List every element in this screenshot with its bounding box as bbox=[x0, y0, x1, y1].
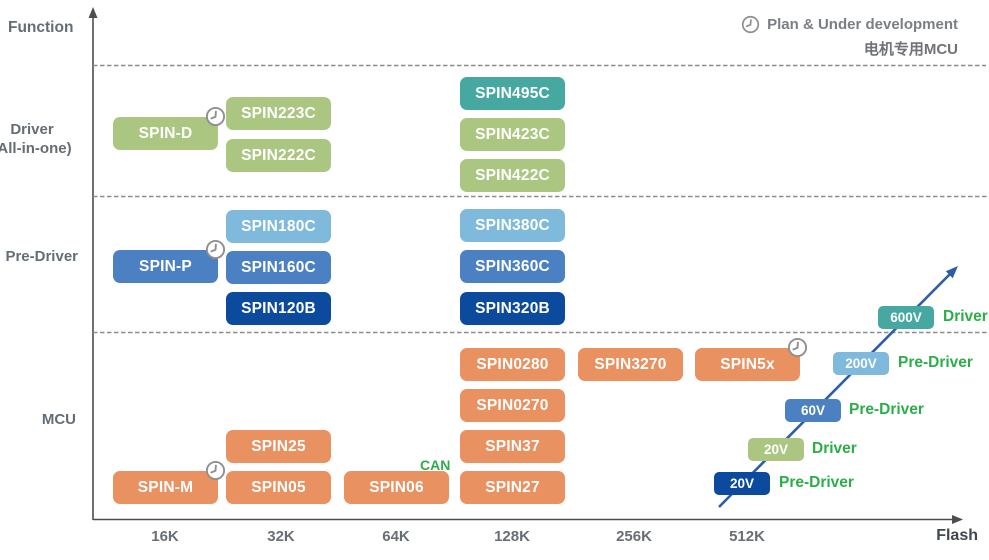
voltage-label: 20V bbox=[763, 442, 789, 457]
y-axis-title: Function bbox=[8, 19, 74, 36]
chip-label: SPIN360C bbox=[475, 257, 550, 275]
chip-spin360c: SPIN360C bbox=[460, 250, 565, 283]
legend: Plan & Under development bbox=[741, 15, 958, 34]
chip-label: SPIN05 bbox=[251, 478, 306, 496]
chip-spin422c: SPIN422C bbox=[460, 159, 565, 192]
chip-spin05: SPIN05 bbox=[226, 471, 331, 504]
x-tick-16k: 16K bbox=[151, 528, 179, 545]
trend-category-label: Pre-Driver bbox=[898, 354, 973, 371]
row-label-mcu: MCU bbox=[41, 411, 76, 428]
voltage-label: 600V bbox=[890, 310, 922, 325]
legend-subtitle: 电机专用MCU bbox=[863, 41, 958, 58]
chip-label: SPIN0270 bbox=[476, 396, 549, 414]
clock-icon bbox=[205, 239, 226, 260]
trend-category-label: Driver bbox=[943, 308, 988, 325]
x-axis-arrowhead bbox=[952, 515, 963, 524]
chip-spin06: SPIN06 bbox=[344, 471, 449, 504]
chip-label: SPIN3270 bbox=[594, 355, 667, 373]
chip-label: SPIN223C bbox=[241, 104, 316, 122]
chip-label: SPIN-D bbox=[138, 124, 193, 142]
chip-label: SPIN120B bbox=[241, 299, 316, 317]
chip-spin37: SPIN37 bbox=[460, 430, 565, 463]
chip-spin27: SPIN27 bbox=[460, 471, 565, 504]
chip-spin380c: SPIN380C bbox=[460, 209, 565, 242]
row-label-driver-line2: (All-in-one) bbox=[0, 140, 72, 157]
can-annotation: CAN bbox=[420, 457, 451, 473]
chip-spin0280: SPIN0280 bbox=[460, 348, 565, 381]
trend-category-label: Pre-Driver bbox=[779, 474, 854, 491]
chip-spin222c: SPIN222C bbox=[226, 139, 331, 172]
clock-icon bbox=[205, 460, 226, 481]
chip-label: SPIN5x bbox=[720, 355, 775, 373]
chip-label: SPIN222C bbox=[241, 146, 316, 164]
x-tick-512k: 512K bbox=[729, 528, 765, 545]
chip-label: SPIN06 bbox=[369, 478, 424, 496]
chip-label: SPIN25 bbox=[251, 437, 306, 455]
chip-spin180c: SPIN180C bbox=[226, 210, 331, 243]
chip-spin223c: SPIN223C bbox=[226, 97, 331, 130]
chip-spin-p: SPIN-P bbox=[113, 239, 226, 283]
chip-label: SPIN27 bbox=[485, 478, 540, 496]
x-tick-64k: 64K bbox=[382, 528, 410, 545]
chip-spin495c: SPIN495C bbox=[460, 77, 565, 110]
chip-spin25: SPIN25 bbox=[226, 430, 331, 463]
clock-icon bbox=[741, 15, 760, 34]
chip-label: SPIN180C bbox=[241, 217, 316, 235]
chip-spin-d: SPIN-D bbox=[113, 106, 226, 150]
chip-spin3270: SPIN3270 bbox=[578, 348, 683, 381]
clock-icon bbox=[205, 106, 226, 127]
voltage-label: 200V bbox=[845, 356, 877, 371]
voltage-trend-arrowhead bbox=[945, 266, 958, 279]
voltage-badge-200v-predriver: 200V bbox=[833, 352, 889, 375]
chip-spin160c: SPIN160C bbox=[226, 251, 331, 284]
chip-label: SPIN320B bbox=[475, 299, 550, 317]
legend-label: Plan & Under development bbox=[767, 16, 958, 33]
chip-label: SPIN37 bbox=[485, 437, 540, 455]
row-label-driver-line1: Driver bbox=[10, 121, 54, 138]
voltage-label: 20V bbox=[729, 476, 755, 491]
x-tick-128k: 128K bbox=[494, 528, 530, 545]
row-label-driver: Driver (All-in-one) bbox=[0, 120, 80, 158]
chip-spin-m: SPIN-M bbox=[113, 460, 226, 504]
y-axis-arrowhead bbox=[88, 7, 98, 18]
trend-category-label: Driver bbox=[812, 440, 857, 457]
chip-label: SPIN423C bbox=[475, 125, 550, 143]
voltage-badge-20v-predriver: 20V bbox=[714, 472, 770, 495]
chip-spin320b: SPIN320B bbox=[460, 292, 565, 325]
x-tick-256k: 256K bbox=[616, 528, 652, 545]
voltage-badge-600v-driver: 600V bbox=[878, 306, 934, 329]
chip-label: SPIN495C bbox=[475, 84, 550, 102]
x-tick-32k: 32K bbox=[267, 528, 295, 545]
x-axis-title: Flash bbox=[936, 527, 978, 544]
chip-label: SPIN-P bbox=[139, 257, 192, 275]
chip-label: SPIN380C bbox=[475, 216, 550, 234]
voltage-badge-60v-predriver: 60V bbox=[785, 399, 841, 422]
chip-spin5x: SPIN5x bbox=[695, 337, 808, 381]
chip-spin423c: SPIN423C bbox=[460, 118, 565, 151]
trend-category-label: Pre-Driver bbox=[849, 401, 924, 418]
voltage-badge-20v-driver: 20V bbox=[748, 438, 804, 461]
chip-label: SPIN-M bbox=[137, 478, 194, 496]
voltage-label: 60V bbox=[800, 403, 826, 418]
chip-spin0270: SPIN0270 bbox=[460, 389, 565, 422]
chip-label: SPIN0280 bbox=[476, 355, 549, 373]
row-label-pre-driver: Pre-Driver bbox=[5, 248, 78, 265]
chip-label: SPIN160C bbox=[241, 258, 316, 276]
clock-icon bbox=[787, 337, 808, 358]
chip-label: SPIN422C bbox=[475, 166, 550, 184]
chip-spin120b: SPIN120B bbox=[226, 292, 331, 325]
